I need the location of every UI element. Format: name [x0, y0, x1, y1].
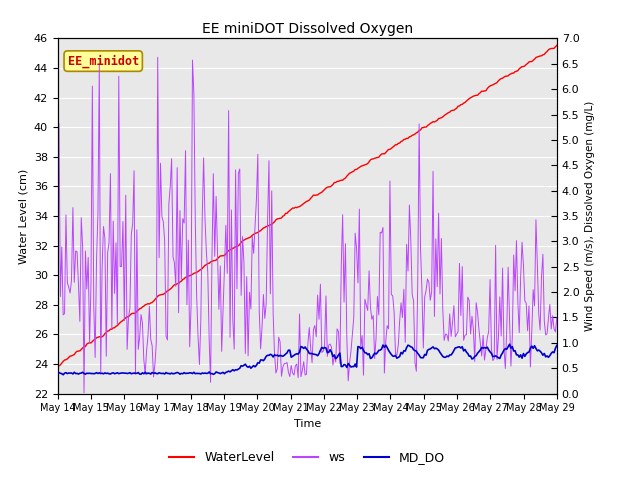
Text: EE_minidot: EE_minidot: [68, 54, 139, 68]
Y-axis label: Water Level (cm): Water Level (cm): [18, 168, 28, 264]
Legend: WaterLevel, ws, MD_DO: WaterLevel, ws, MD_DO: [164, 446, 450, 469]
Title: EE miniDOT Dissolved Oxygen: EE miniDOT Dissolved Oxygen: [202, 22, 413, 36]
X-axis label: Time: Time: [294, 419, 321, 429]
Y-axis label: Wind Speed (m/s), Dissolved Oxygen (mg/L): Wind Speed (m/s), Dissolved Oxygen (mg/L…: [585, 101, 595, 331]
